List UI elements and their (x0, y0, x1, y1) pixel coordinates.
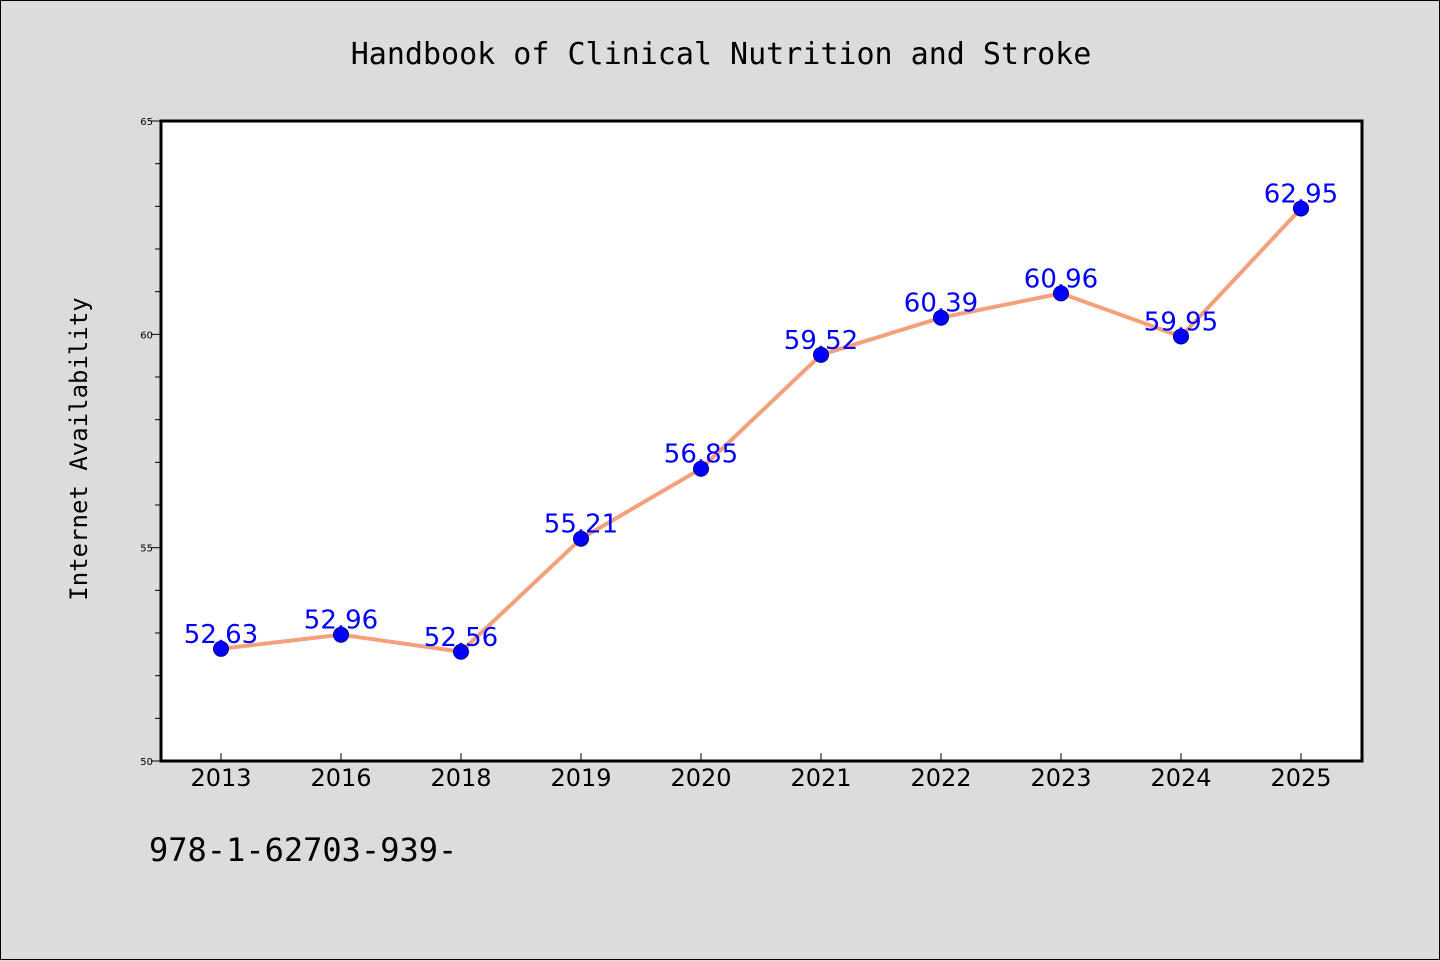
y-tick-label: 65 (140, 117, 153, 128)
data-point (1053, 285, 1069, 302)
series-line (220, 207, 1303, 654)
x-tick-label: 2016 (310, 764, 371, 792)
x-tick-label: 2018 (430, 764, 491, 792)
data-point (933, 309, 949, 326)
plot-area (161, 121, 1362, 761)
data-label: 55.21 (544, 510, 618, 540)
x-tick-label: 2024 (1150, 764, 1211, 792)
axis-ticks: 2013 2016 2018 2019 2020 2021 2022 2023 2024 2025… (140, 117, 1331, 792)
chart-title: Handbook of Clinical Nutrition and Strok… (351, 37, 1092, 72)
data-label: 62.95 (1264, 179, 1338, 209)
plot-border (159, 119, 1364, 763)
data-label: 52.63 (184, 620, 258, 650)
data-label: 59.95 (1144, 307, 1218, 337)
data-point (213, 640, 229, 657)
data-label: 60.96 (1024, 264, 1098, 294)
footer-isbn: 978-1-62703-939- (149, 831, 458, 869)
y-tick-label: 50 (140, 757, 153, 768)
data-label: 56.85 (664, 440, 738, 470)
x-tick-label: 2023 (1030, 764, 1091, 792)
data-point (813, 346, 829, 363)
data-label: 60.39 (904, 289, 978, 319)
data-label: 52.56 (424, 623, 498, 653)
x-tick-label: 2025 (1270, 764, 1331, 792)
data-point (1293, 200, 1309, 217)
data-point (333, 626, 349, 643)
data-point (1173, 328, 1189, 345)
data-point (693, 460, 709, 477)
x-tick-label: 2022 (910, 764, 971, 792)
data-series: 52.63 52.96 52.56 55.21 56.85 59.52 60.39 60.96… (184, 179, 1338, 660)
x-tick-label: 2020 (670, 764, 731, 792)
data-point (573, 530, 589, 547)
x-tick-label: 2013 (190, 764, 251, 792)
data-label: 59.52 (784, 326, 858, 356)
y-axis-label: Internet Availability (65, 297, 93, 600)
data-point (453, 643, 469, 660)
y-tick-label: 60 (140, 330, 153, 341)
y-tick-label: 55 (140, 544, 153, 555)
x-tick-label: 2019 (550, 764, 611, 792)
x-tick-label: 2021 (790, 764, 851, 792)
data-label: 52.96 (304, 606, 378, 636)
